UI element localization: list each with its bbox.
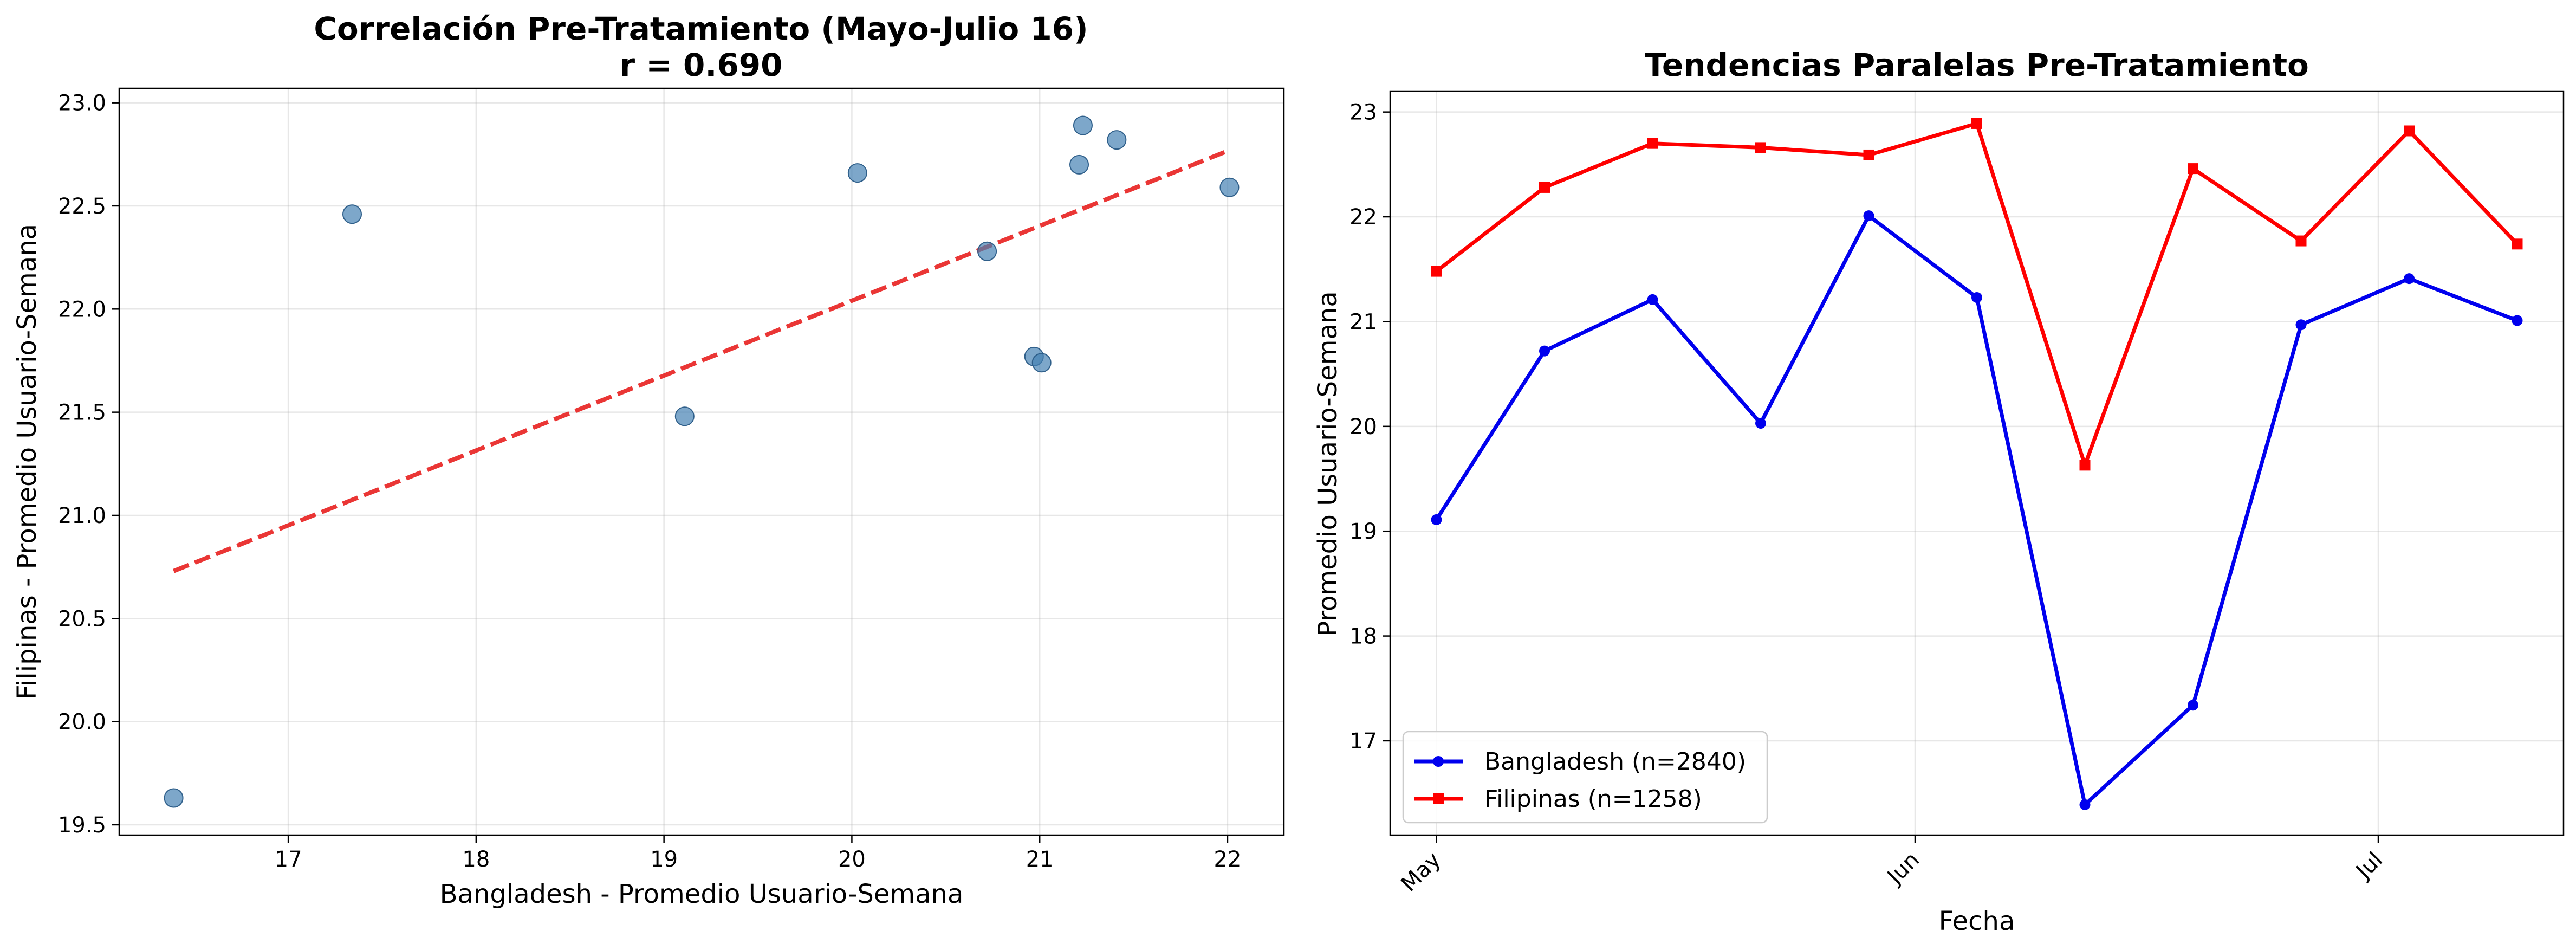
scatter-point xyxy=(1107,130,1127,150)
line-y-tick-label: 18 xyxy=(1349,624,1377,649)
scatter-point xyxy=(1219,177,1240,197)
scatter-y-tick-label: 23.0 xyxy=(58,91,106,116)
line-point xyxy=(2404,273,2415,285)
scatter-point xyxy=(164,788,184,808)
scatter-x-tick-label: 19 xyxy=(650,847,678,872)
scatter-y-tick-label: 20.5 xyxy=(58,606,106,631)
scatter-plot-frame xyxy=(118,87,1285,836)
line-series-path xyxy=(1435,214,2518,807)
line-y-axis-label: Promedio Usuario-Semana xyxy=(1313,291,1343,637)
scatter-x-tick-label: 17 xyxy=(275,847,302,872)
scatter-y-tick-label: 20.0 xyxy=(58,710,106,735)
line-point xyxy=(2295,235,2307,247)
line-point xyxy=(1431,266,1442,277)
scatter-point xyxy=(674,406,695,426)
line-x-axis-label: Fecha xyxy=(1939,906,2015,936)
line-grid xyxy=(1390,91,2564,835)
line-point xyxy=(2079,460,2091,471)
scatter-chart-subtitle: r = 0.690 xyxy=(619,47,782,83)
line-y-tick-label: 21 xyxy=(1349,309,1377,334)
line-x-tick-label: Jun xyxy=(1881,848,1924,890)
legend-label-bangladesh: Bangladesh (n=2840) xyxy=(1484,748,1746,775)
scatter-y-tick-label: 22.0 xyxy=(58,297,106,322)
line-y-tick-label: 17 xyxy=(1349,729,1377,754)
line-y-tick-label: 20 xyxy=(1349,415,1377,440)
scatter-point xyxy=(1031,353,1052,373)
scatter-y-tick-label: 21.0 xyxy=(58,503,106,528)
scatter-point xyxy=(847,163,867,183)
line-y-tick-label: 22 xyxy=(1349,205,1377,230)
scatter-y-tick-label: 21.5 xyxy=(58,400,106,425)
scatter-x-ticks: 17 18 19 20 21 22 xyxy=(275,835,1242,872)
scatter-chart: Correlación Pre-Tratamiento (Mayo-Julio … xyxy=(12,10,1285,909)
line-point xyxy=(1647,294,1658,305)
line-y-ticks: 17 18 19 20 21 22 23 xyxy=(1349,100,1390,754)
line-point xyxy=(1431,514,1442,525)
line-x-tick-label: Jul xyxy=(2350,848,2387,885)
legend-label-filipinas: Filipinas (n=1258) xyxy=(1484,785,1702,813)
legend-marker-bangladesh xyxy=(1433,756,1444,767)
line-chart: Tendencias Paralelas Pre-Tratamiento May… xyxy=(1313,47,2565,936)
scatter-chart-title: Correlación Pre-Tratamiento (Mayo-Julio … xyxy=(314,10,1088,47)
line-point xyxy=(1863,149,1874,160)
line-series xyxy=(1431,210,2523,810)
scatter-x-axis-label: Bangladesh - Promedio Usuario-Semana xyxy=(440,879,964,909)
line-point xyxy=(2079,799,2091,810)
line-plot-frame xyxy=(1389,90,2565,836)
legend-box xyxy=(1402,731,1768,824)
line-point xyxy=(1971,118,1982,129)
line-point xyxy=(1539,345,1550,357)
line-series-group xyxy=(1431,118,2523,810)
line-point xyxy=(1863,210,1874,222)
scatter-point xyxy=(1073,115,1093,135)
scatter-point xyxy=(342,204,362,224)
line-point xyxy=(2188,700,2198,711)
line-point xyxy=(1539,182,1550,193)
line-point xyxy=(1971,292,1982,303)
line-y-tick-label: 19 xyxy=(1349,519,1377,544)
scatter-x-tick-label: 20 xyxy=(838,847,866,872)
scatter-x-tick-label: 22 xyxy=(1214,847,1242,872)
scatter-x-tick-label: 21 xyxy=(1026,847,1054,872)
scatter-y-axis-label: Filipinas - Promedio Usuario-Semana xyxy=(12,224,42,700)
line-chart-title: Tendencias Paralelas Pre-Tratamiento xyxy=(1645,47,2309,83)
line-point xyxy=(2512,315,2523,326)
line-legend: Bangladesh (n=2840) Filipinas (n=1258) xyxy=(1402,731,1768,824)
line-x-ticks: May Jun Jul xyxy=(1397,835,2387,897)
scatter-points xyxy=(164,115,1240,808)
legend-marker-filipinas xyxy=(1433,793,1444,804)
line-point xyxy=(2188,163,2198,175)
scatter-x-tick-label: 18 xyxy=(462,847,490,872)
line-point xyxy=(1755,418,1766,429)
line-point xyxy=(2512,238,2523,250)
line-point xyxy=(2404,125,2415,137)
scatter-point xyxy=(977,241,997,261)
scatter-fit-line-group xyxy=(173,148,1230,573)
scatter-y-tick-label: 22.5 xyxy=(58,194,106,219)
scatter-fit-line xyxy=(173,148,1230,573)
line-point xyxy=(1755,142,1766,153)
scatter-y-tick-label: 19.5 xyxy=(58,813,106,838)
scatter-point xyxy=(1069,154,1089,175)
line-point xyxy=(2295,319,2307,331)
line-x-tick-label: May xyxy=(1397,848,1446,897)
line-y-tick-label: 23 xyxy=(1349,100,1377,125)
scatter-y-ticks: 19.5 20.0 20.5 21.0 21.5 22.0 22.5 23.0 xyxy=(58,91,119,838)
line-point xyxy=(1647,138,1658,149)
line-series xyxy=(1431,118,2523,471)
